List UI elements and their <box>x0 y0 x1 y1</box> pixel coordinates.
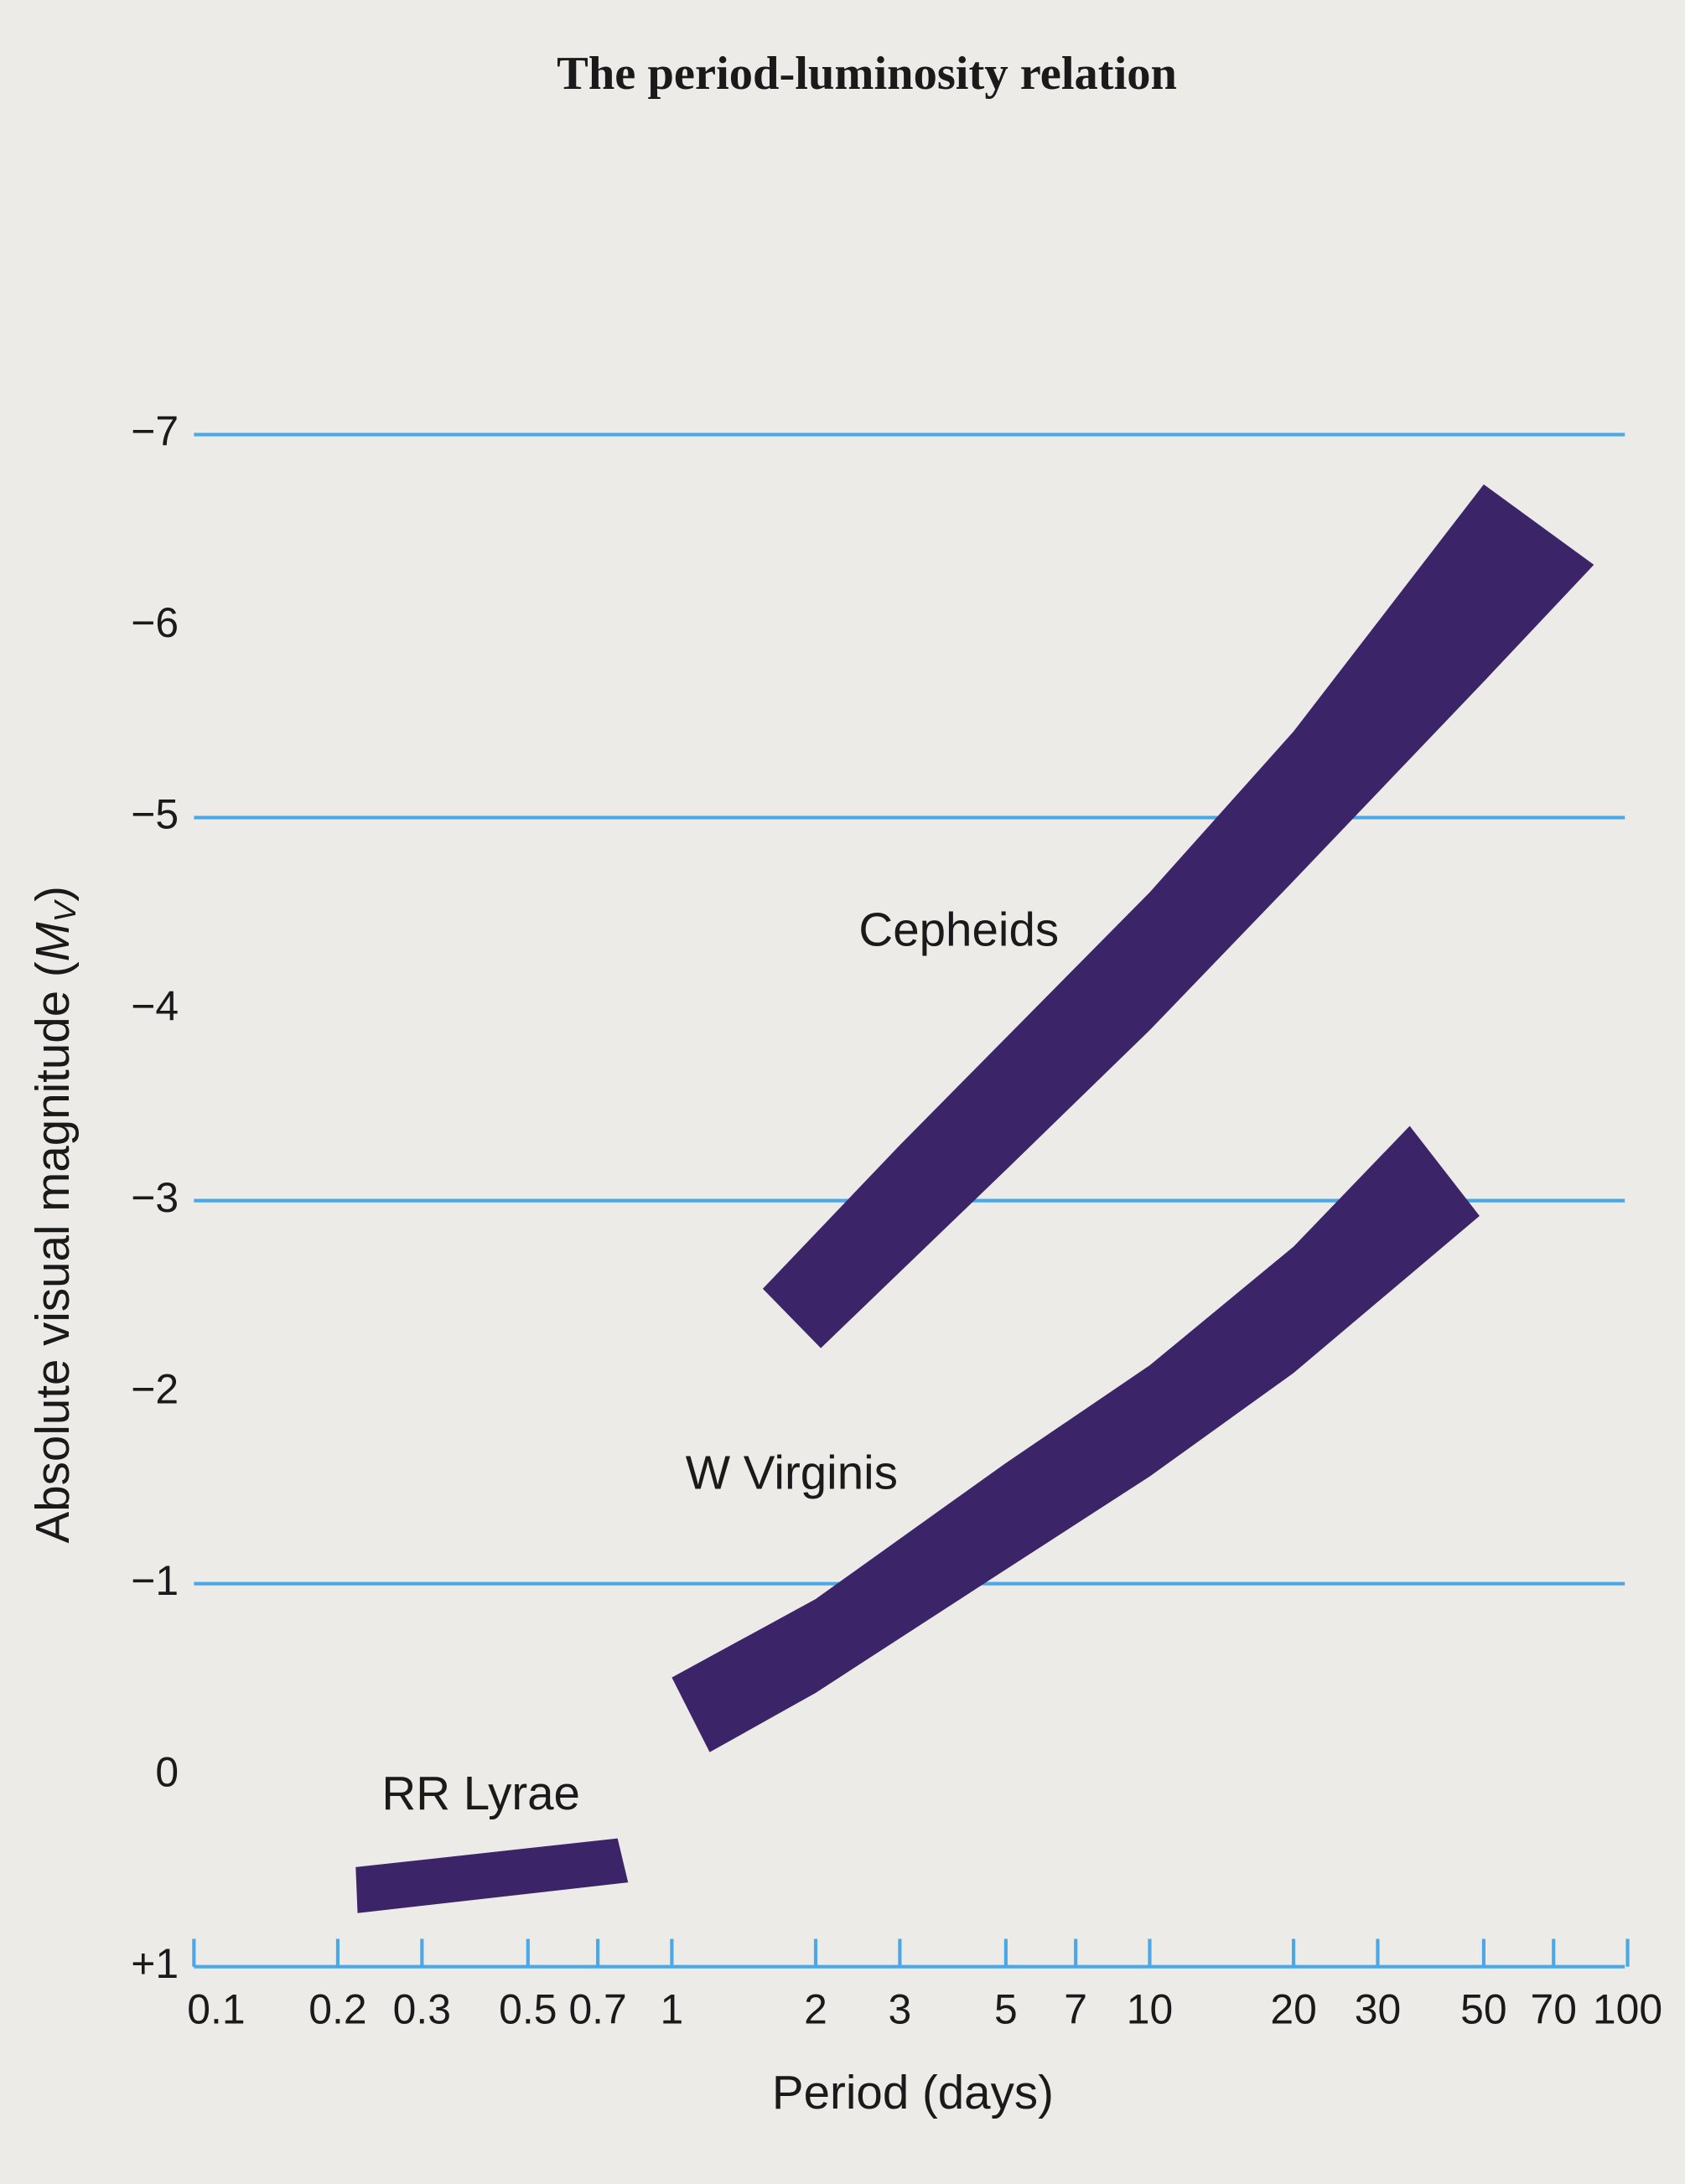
x-tick-label: 1 <box>661 1986 684 2033</box>
y-tick-label: −4 <box>131 982 179 1029</box>
y-tick-label: −2 <box>131 1365 179 1412</box>
y-axis-label: Absolute visual magnitude (MV) <box>26 886 82 1543</box>
y-label-symbol: M <box>26 921 79 961</box>
x-tick-label: 0.7 <box>568 1986 626 2033</box>
x-tick-label: 0.2 <box>308 1986 366 2033</box>
y-label-text: Absolute visual magnitude ( <box>26 961 79 1543</box>
y-tick-label: +1 <box>131 1940 179 1987</box>
x-tick-label: 0.5 <box>499 1986 557 2033</box>
y-tick-label: −5 <box>131 791 179 838</box>
y-tick-label: 0 <box>155 1748 179 1795</box>
x-tick-label: 70 <box>1531 1986 1577 2033</box>
x-tick-label: 3 <box>889 1986 912 2033</box>
x-axis-label: Period (days) <box>772 2066 1054 2119</box>
x-tick-label: 20 <box>1270 1986 1316 2033</box>
y-label-subscript: V <box>48 898 82 922</box>
x-tick-label: 2 <box>804 1986 827 2033</box>
x-tick-label: 30 <box>1355 1986 1401 2033</box>
y-tick-label: −7 <box>131 408 179 455</box>
x-tick-label: 50 <box>1460 1986 1506 2033</box>
band-label: Cepheids <box>858 903 1059 955</box>
y-tick-label: −1 <box>131 1557 179 1604</box>
band <box>355 1838 629 1913</box>
x-tick-label: 5 <box>994 1986 1018 2033</box>
band-label: W Virginis <box>686 1447 898 1499</box>
y-label-close: ) <box>26 886 79 902</box>
x-tick-label: 7 <box>1064 1986 1087 2033</box>
chart-title: The period-luminosity relation <box>557 48 1177 100</box>
x-tick-label: 0.3 <box>393 1986 451 2033</box>
band-label: RR Lyrae <box>381 1767 580 1819</box>
band <box>671 1126 1480 1752</box>
y-tick-label: −3 <box>131 1174 179 1221</box>
x-tick-label: 0.1 <box>187 1986 245 2033</box>
x-tick-label: 10 <box>1127 1986 1173 2033</box>
x-tick-label: 100 <box>1593 1986 1662 2033</box>
y-tick-label: −6 <box>131 599 179 646</box>
band <box>762 484 1594 1348</box>
